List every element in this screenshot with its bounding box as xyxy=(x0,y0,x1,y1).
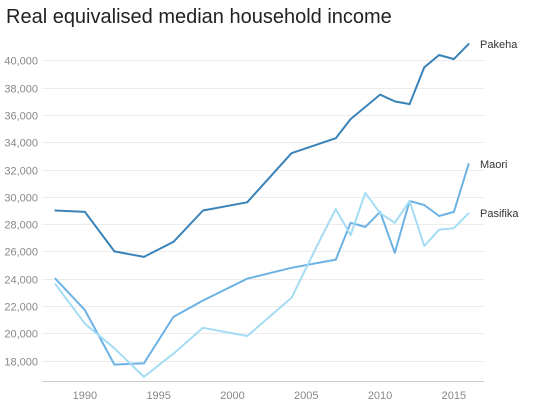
x-tick-label: 2005 xyxy=(294,390,318,402)
y-tick-label: 36,000 xyxy=(4,111,38,123)
y-tick-label: 26,000 xyxy=(4,247,38,259)
y-tick-label: 22,000 xyxy=(4,302,38,314)
series-line-maori xyxy=(54,163,470,366)
x-axis-ticks: 1990 1995 2000 2005 2010 2015 xyxy=(73,390,466,402)
x-tick-label: 2000 xyxy=(220,390,244,402)
x-tick-label: 2010 xyxy=(368,390,392,402)
series-label-maori: Maori xyxy=(480,159,508,171)
y-tick-label: 34,000 xyxy=(4,138,38,150)
series-label-pasifika: Pasifika xyxy=(480,208,519,220)
series-label-pakeha: Pakeha xyxy=(480,39,518,51)
series-labels: Pakeha Maori Pasifika xyxy=(480,39,519,220)
y-tick-label: 32,000 xyxy=(4,166,38,178)
series-line-pakeha xyxy=(54,43,470,258)
x-tick-label: 1995 xyxy=(146,390,170,402)
series-line-pasifika xyxy=(54,191,470,378)
y-axis-ticks: 18,000 20,000 22,000 24,000 26,000 28,000 30,0… xyxy=(4,56,38,369)
x-tick-label: 1990 xyxy=(73,390,97,402)
series-lines xyxy=(54,43,470,378)
y-tick-label: 24,000 xyxy=(4,275,38,287)
x-tick-label: 2015 xyxy=(442,390,466,402)
y-tick-label: 28,000 xyxy=(4,220,38,232)
y-tick-label: 40,000 xyxy=(4,56,38,68)
chart-title: Real equivalised median household income xyxy=(6,6,392,28)
y-tick-label: 18,000 xyxy=(4,357,38,369)
y-tick-label: 20,000 xyxy=(4,329,38,341)
y-tick-label: 38,000 xyxy=(4,84,38,96)
y-tick-label: 30,000 xyxy=(4,193,38,205)
gridlines xyxy=(42,60,484,362)
